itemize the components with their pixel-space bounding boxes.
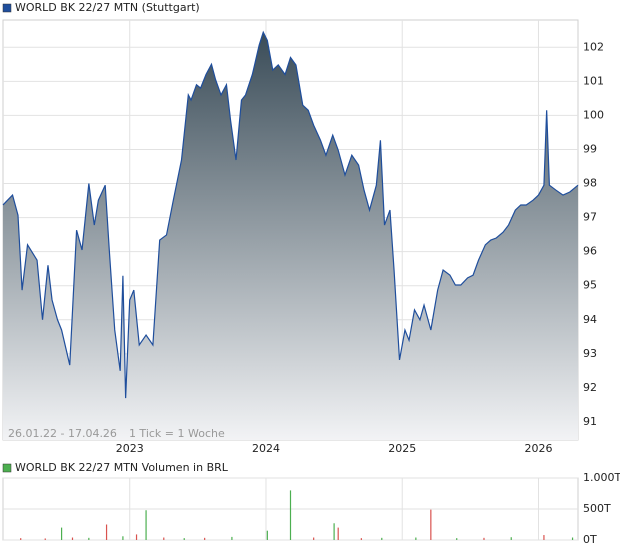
volume-bar: [88, 537, 90, 540]
volume-bar: [145, 510, 147, 540]
area-fill: [3, 32, 578, 440]
volume-bar: [360, 538, 362, 540]
volume-bar: [313, 537, 315, 540]
volume-bar: [105, 524, 108, 540]
y-tick-label: 96: [583, 245, 597, 258]
y-tick-label: 91: [583, 415, 597, 428]
volume-bar: [456, 538, 458, 540]
y-tick-label: 1.000T: [583, 471, 620, 484]
volume-bar: [135, 534, 138, 540]
legend-swatch: [2, 3, 12, 13]
volume-bar: [415, 537, 417, 540]
x-tick-label: 2026: [524, 442, 552, 455]
volume-bar: [289, 490, 292, 540]
volume-bar: [204, 537, 206, 540]
y-tick-label: 95: [583, 279, 597, 292]
volume-bar: [510, 537, 512, 540]
volume-bar: [483, 537, 485, 540]
period-note: 26.01.22 - 17.04.26: [8, 427, 117, 440]
y-tick-label: 93: [583, 347, 597, 360]
legend-swatch: [2, 463, 12, 473]
y-tick-label: 94: [583, 313, 597, 326]
price-line: [2, 30, 579, 399]
y-tick-label: 500T: [583, 502, 611, 515]
volume-bar: [430, 509, 432, 540]
volume-bar: [122, 536, 124, 540]
volume-bar: [60, 527, 63, 540]
volume-bar: [266, 530, 268, 540]
y-tick-label: 92: [583, 381, 597, 394]
y-tick-label: 98: [583, 177, 597, 190]
volume-bar: [71, 537, 74, 540]
volume-bar: [381, 537, 383, 540]
volume-bar: [163, 537, 165, 540]
x-tick-label: 2023: [116, 442, 144, 455]
volume-bar: [543, 535, 545, 540]
legend-label: WORLD BK 22/27 MTN (Stuttgart): [15, 1, 200, 14]
y-tick-label: 0T: [583, 533, 597, 546]
volume-bar: [337, 527, 339, 540]
x-tick-label: 2025: [388, 442, 416, 455]
y-tick-label: 102: [583, 40, 604, 53]
y-tick-label: 97: [583, 211, 597, 224]
volume-bar: [183, 538, 185, 540]
volume-bar: [333, 523, 335, 540]
volume-bar: [571, 537, 574, 540]
y-tick-label: 101: [583, 74, 604, 87]
volume-bar: [231, 536, 233, 540]
x-tick-label: 2024: [252, 442, 280, 455]
tick-note: 1 Tick = 1 Woche: [129, 427, 225, 440]
y-tick-label: 100: [583, 108, 604, 121]
volume-bar: [44, 538, 46, 540]
legend-label: WORLD BK 22/27 MTN Volumen in BRL: [15, 461, 229, 474]
y-tick-label: 99: [583, 142, 597, 155]
volume-bar: [20, 538, 22, 540]
